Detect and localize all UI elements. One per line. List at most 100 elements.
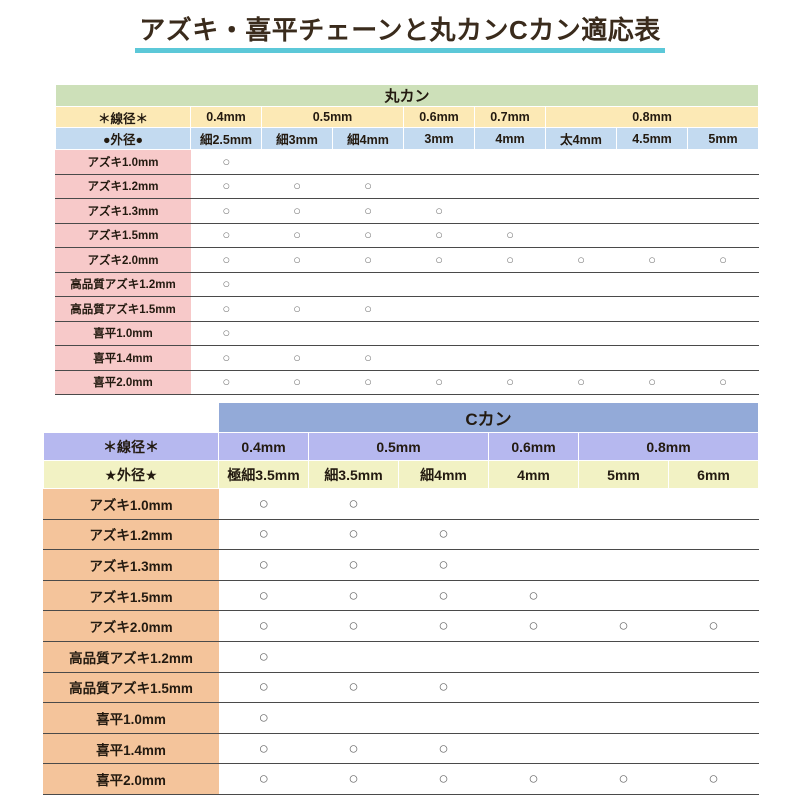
table-banner-ckan: Cカン <box>217 402 760 433</box>
empty-cell <box>687 222 759 248</box>
empty-cell <box>668 702 759 734</box>
compatible-mark-icon: ○ <box>293 178 301 194</box>
compatible-cell: ○ <box>261 222 333 248</box>
row-label-10: 喜平2.0mm <box>43 763 219 795</box>
empty-cell <box>474 296 546 322</box>
compatible-cell: ○ <box>190 369 262 395</box>
outer-diameter-label: ●外径● <box>55 127 191 150</box>
wire-diameter-label: ＊線径＊ <box>55 106 191 128</box>
compatible-mark-icon: ○ <box>293 202 301 218</box>
empty-cell <box>578 640 669 673</box>
compatible-cell: ○ <box>488 763 579 795</box>
compatible-cell: ○ <box>261 198 333 224</box>
compatible-cell: ○ <box>474 247 546 273</box>
compatible-cell: ○ <box>308 763 399 795</box>
table-row: 喜平1.0mm ○ <box>43 702 759 734</box>
compatible-mark-icon: ○ <box>222 349 231 365</box>
compatible-mark-icon: ○ <box>435 202 443 218</box>
empty-cell <box>474 198 546 224</box>
empty-cell <box>668 579 759 612</box>
compatible-cell: ○ <box>218 702 309 734</box>
row-label-1: アズキ1.0mm <box>55 149 191 175</box>
compatible-mark-icon: ○ <box>348 524 359 544</box>
compatible-cell: ○ <box>218 579 309 612</box>
table-row: 喜平1.4mm ○ ○ ○ <box>43 732 759 765</box>
banner-row: 丸カン <box>54 84 760 107</box>
row-label-6: 高品質アズキ1.2mm <box>43 640 219 673</box>
compatible-cell: ○ <box>403 198 475 224</box>
compatible-mark-icon: ○ <box>222 251 231 267</box>
empty-cell <box>545 345 617 371</box>
column-header-3: 細4mm <box>332 127 404 150</box>
compatible-mark-icon: ○ <box>435 374 443 390</box>
compatible-mark-icon: ○ <box>222 153 231 169</box>
compatible-cell: ○ <box>261 173 333 199</box>
wire-diameter-group-1: 0.4mm <box>190 106 262 128</box>
empty-cell <box>687 345 759 371</box>
empty-cell <box>545 198 617 224</box>
compatible-mark-icon: ○ <box>258 707 269 727</box>
compatible-mark-icon: ○ <box>348 616 359 636</box>
compatible-mark-icon: ○ <box>348 769 359 789</box>
compatible-mark-icon: ○ <box>222 300 231 316</box>
compatible-cell: ○ <box>616 247 688 273</box>
outer-diameter-row: ●外径● 細2.5mm 細3mm 細4mm 3mm 4mm 太4mm 4.5mm 5mm <box>55 127 760 150</box>
compatible-cell: ○ <box>398 579 489 612</box>
title-block: アズキ・喜平チェーンと丸カンCカン適応表 <box>0 16 800 53</box>
compatible-cell: ○ <box>488 579 579 612</box>
wire-diameter-row: ＊線径＊ 0.4mm 0.5mm 0.6mm 0.7mm 0.8mm <box>55 106 760 128</box>
compatible-cell: ○ <box>474 222 546 248</box>
column-header-4: 4mm <box>488 460 579 489</box>
compatible-mark-icon: ○ <box>222 227 231 243</box>
compatible-mark-icon: ○ <box>438 616 449 636</box>
compatible-cell: ○ <box>332 345 404 371</box>
compatible-cell: ○ <box>398 610 489 642</box>
column-header-4: 3mm <box>403 127 475 150</box>
compatible-mark-icon: ○ <box>528 585 539 605</box>
empty-cell <box>474 149 546 175</box>
compatible-cell: ○ <box>190 320 262 346</box>
row-label-1: アズキ1.0mm <box>43 488 219 520</box>
row-label-4: アズキ1.5mm <box>43 579 219 612</box>
compatible-cell: ○ <box>308 488 399 520</box>
compatible-cell: ○ <box>332 198 404 224</box>
table-row: アズキ2.0mm ○ ○ ○ ○ ○ ○ <box>43 610 759 642</box>
empty-cell <box>545 173 617 199</box>
compatible-cell: ○ <box>218 671 309 704</box>
compatible-cell: ○ <box>668 763 759 795</box>
table-row: アズキ1.2mm ○ ○ ○ <box>43 518 759 551</box>
row-label-10: 喜平2.0mm <box>55 369 191 395</box>
compatible-cell: ○ <box>308 549 399 581</box>
empty-cell <box>687 149 759 175</box>
empty-cell <box>668 671 759 704</box>
compatible-cell: ○ <box>190 296 262 322</box>
compatible-mark-icon: ○ <box>293 227 301 243</box>
empty-cell <box>668 549 759 581</box>
table-row: アズキ1.3mm ○ ○ ○ ○ <box>55 198 759 224</box>
empty-cell <box>332 320 404 346</box>
empty-cell <box>308 702 399 734</box>
empty-cell <box>578 671 669 704</box>
compatible-mark-icon: ○ <box>222 276 231 292</box>
compatible-cell: ○ <box>403 247 475 273</box>
column-header-3: 細4mm <box>398 460 489 489</box>
table-row: 喜平2.0mm ○ ○ ○ ○ ○ ○ ○ ○ <box>55 369 759 395</box>
wire-diameter-group-4: 0.8mm <box>577 432 760 461</box>
compatible-mark-icon: ○ <box>528 616 539 636</box>
row-label-3: アズキ1.3mm <box>55 198 191 224</box>
column-header-6: 6mm <box>667 460 760 489</box>
compatible-mark-icon: ○ <box>258 554 269 574</box>
wire-diameter-group-2: 0.5mm <box>261 106 404 128</box>
ckan-compatibility-table: Cカン ＊線径＊ 0.4mm 0.5mm 0.6mm 0.8mm ★外径★ 極細3.5mm 細3… <box>43 402 760 795</box>
compatible-mark-icon: ○ <box>364 349 372 365</box>
wire-diameter-label: ＊線径＊ <box>43 432 219 461</box>
empty-cell <box>616 345 688 371</box>
empty-cell <box>474 173 546 199</box>
compatible-cell: ○ <box>545 247 617 273</box>
row-label-5: アズキ2.0mm <box>43 610 219 642</box>
compatible-cell: ○ <box>308 671 399 704</box>
compatible-mark-icon: ○ <box>348 738 359 758</box>
compatible-cell: ○ <box>261 296 333 322</box>
empty-cell <box>616 198 688 224</box>
empty-cell <box>488 549 579 581</box>
